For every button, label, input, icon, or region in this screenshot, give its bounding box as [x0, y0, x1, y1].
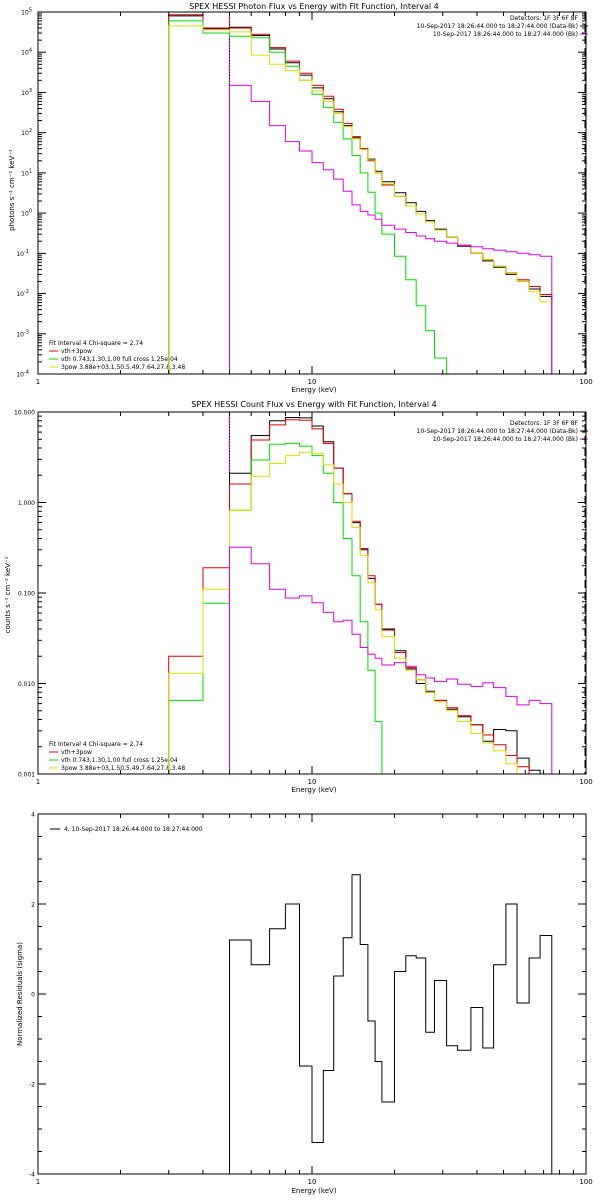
y-tick-label: 10-4: [16, 370, 29, 379]
count-flux-panel: SPEX HESSI Count Flux vs Energy with Fit…: [4, 400, 593, 794]
plot-area: [229, 874, 553, 1174]
chart-title: SPEX HESSI Count Flux vs Energy with Fit…: [191, 400, 436, 409]
x-axis-label: Energy (keV): [291, 386, 336, 394]
legend-title: Fit Interval 4 Chi-square = 2.74: [49, 340, 143, 347]
detectors-label: Detectors: 1F 3F 6F 8F: [510, 15, 579, 22]
background-time-range: 10-Sep-2017 18:26:44.000 to 18:27:44.000…: [433, 436, 578, 443]
x-tick-label: 10: [308, 378, 317, 386]
legend-entry: 3pow 3.88e+03,1.50,5.49,7.64,27.8,3.48: [61, 765, 185, 772]
x-tick-label: 1: [36, 378, 40, 386]
y-tick-label: 1.000: [18, 500, 35, 507]
y-tick-label: 101: [21, 168, 32, 177]
background-time-range: 10-Sep-2017 18:26:44.000 to 18:27:44.000…: [433, 31, 578, 38]
plot-area: [168, 417, 553, 774]
x-tick-label: 100: [579, 778, 592, 786]
legend-entry: vth+3pow: [61, 348, 92, 355]
residuals-panel: Normalized Residuals (sigma) Energy (keV…: [16, 812, 593, 1196]
x-tick-label: 10: [308, 778, 317, 786]
legend: Fit Interval 4 Chi-square = 2.74 vth+3po…: [49, 340, 185, 371]
y-tick-label: 10-3: [16, 329, 29, 338]
x-tick-label: 10: [308, 1178, 317, 1186]
legend-title: Fit Interval 4 Chi-square = 2.74: [49, 741, 143, 748]
x-axis-label: Energy (keV): [291, 1187, 336, 1195]
x-tick-label: 100: [579, 378, 592, 386]
y-tick-label: 4: [31, 812, 35, 819]
legend-entry: vth 0.743,1.30,1.00 full cross 1.25e-04: [61, 757, 178, 764]
y-axis-label: counts s⁻¹ cm⁻² keV⁻¹: [4, 556, 12, 633]
x-tick-label: 1: [36, 1178, 40, 1186]
legend-entry: 3pow 3.88e+03,1.50,5.49,7.64,27.8,3.48: [61, 364, 185, 371]
y-tick-label: 102: [21, 128, 32, 137]
series-line-yellow: [168, 451, 552, 774]
series-line-yellow: [168, 25, 553, 374]
y-tick-label: 0: [31, 992, 35, 999]
y-tick-label: 2: [31, 902, 35, 909]
y-tick-label: 104: [21, 48, 32, 57]
series-line-black: [229, 417, 552, 774]
x-axis-label: Energy (keV): [291, 786, 336, 794]
y-tick-label: 0.100: [18, 591, 35, 598]
y-tick-label: 0.010: [18, 681, 35, 688]
legend: 4, 10-Sep-2017 18:26:44.000 to 18:27:44.…: [50, 826, 203, 833]
legend-entry: vth+3pow: [61, 749, 92, 756]
series-line-magenta: [229, 546, 553, 774]
header-block: Detectors: 1F 3F 6F 8F 10-Sep-2017 18:26…: [417, 15, 588, 38]
series-line-magenta: [229, 84, 553, 374]
y-tick-label: 105: [21, 8, 32, 17]
plot-area: [168, 14, 553, 374]
legend-entry: 4, 10-Sep-2017 18:26:44.000 to 18:27:44.…: [64, 826, 203, 833]
data-time-range: 10-Sep-2017 18:26:44.000 to 18:27:44.000…: [417, 428, 578, 435]
series-line-black: [229, 874, 553, 1174]
y-tick-label: 103: [21, 88, 32, 97]
y-tick-label: 10-2: [16, 289, 29, 298]
data-time-range: 10-Sep-2017 18:26:44.000 to 18:27:44.000…: [417, 23, 578, 30]
legend: Fit Interval 4 Chi-square = 2.74 vth+3po…: [49, 741, 185, 772]
y-tick-label: -4: [29, 1172, 35, 1179]
y-tick-label: 10.000: [14, 410, 35, 417]
y-axis-label: Normalized Residuals (sigma): [16, 942, 24, 1046]
y-tick-label: -2: [29, 1082, 35, 1089]
x-tick-label: 100: [579, 1178, 592, 1186]
y-tick-label: 0.001: [18, 772, 35, 779]
chart-title: SPEX HESSI Photon Flux vs Energy with Fi…: [189, 2, 439, 11]
y-axis-label: photons s⁻¹ cm⁻² keV⁻¹: [8, 149, 16, 231]
legend-entry: vth 0.743,1.30,1.00 full cross 1.25e-04: [61, 356, 178, 363]
x-tick-label: 1: [36, 778, 40, 786]
series-line-red: [168, 419, 552, 774]
detectors-label: Detectors: 1F 3F 6F 8F: [510, 420, 579, 427]
photon-flux-panel: SPEX HESSI Photon Flux vs Energy with Fi…: [8, 2, 593, 394]
y-tick-label: 10-1: [16, 249, 29, 258]
y-tick-label: 100: [21, 209, 32, 218]
